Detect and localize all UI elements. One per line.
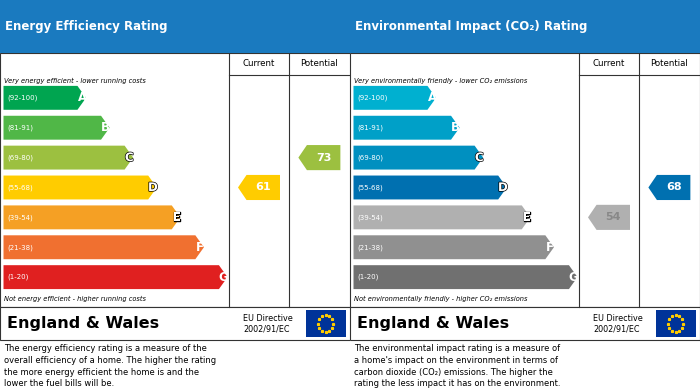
Text: (69-80): (69-80) (358, 154, 384, 161)
Text: (55-68): (55-68) (358, 184, 384, 191)
Bar (0, 53, 350, 307)
Text: Current: Current (593, 59, 625, 68)
Text: Environmental Impact (CO₂) Rating: Environmental Impact (CO₂) Rating (355, 20, 587, 33)
Text: Energy Efficiency Rating: Energy Efficiency Rating (6, 20, 168, 33)
Text: (81-91): (81-91) (358, 124, 384, 131)
Text: Potential: Potential (300, 59, 338, 68)
Text: E: E (522, 211, 531, 224)
Polygon shape (4, 176, 157, 199)
Polygon shape (298, 145, 340, 170)
Text: (92-100): (92-100) (8, 95, 38, 101)
Text: The energy efficiency rating is a measure of the
overall efficiency of a home. T: The energy efficiency rating is a measur… (4, 344, 216, 389)
Polygon shape (588, 205, 630, 230)
Polygon shape (4, 205, 181, 229)
Polygon shape (238, 175, 280, 200)
Polygon shape (354, 86, 436, 110)
Text: E: E (172, 211, 181, 224)
Text: D: D (498, 181, 508, 194)
Text: (69-80): (69-80) (8, 154, 34, 161)
Text: EU Directive
2002/91/EC: EU Directive 2002/91/EC (244, 314, 293, 333)
Text: Very energy efficient - lower running costs: Very energy efficient - lower running co… (4, 78, 146, 84)
Text: 73: 73 (316, 152, 331, 163)
Text: B: B (102, 121, 111, 134)
Bar (0, 307, 350, 340)
Text: A: A (428, 91, 437, 104)
Text: (21-38): (21-38) (358, 244, 384, 251)
Polygon shape (354, 235, 554, 259)
Polygon shape (354, 265, 578, 289)
Text: F: F (196, 241, 204, 254)
Text: Current: Current (243, 59, 275, 68)
Bar (305, 310, 346, 337)
Text: The environmental impact rating is a measure of
a home's impact on the environme: The environmental impact rating is a mea… (354, 344, 561, 389)
Text: England & Wales: England & Wales (357, 316, 509, 331)
Text: Very environmentally friendly - lower CO₂ emissions: Very environmentally friendly - lower CO… (354, 78, 528, 84)
Text: (81-91): (81-91) (8, 124, 34, 131)
Bar (0, 0, 350, 53)
Bar (350, 53, 700, 307)
Bar (350, 0, 700, 53)
Bar (655, 310, 696, 337)
Text: A: A (78, 91, 87, 104)
Text: B: B (452, 121, 461, 134)
Polygon shape (354, 176, 507, 199)
Text: (55-68): (55-68) (8, 184, 34, 191)
Text: Not energy efficient - higher running costs: Not energy efficient - higher running co… (4, 296, 146, 302)
Polygon shape (354, 116, 460, 140)
Text: Potential: Potential (650, 59, 688, 68)
Text: (39-54): (39-54) (358, 214, 384, 221)
Polygon shape (648, 175, 690, 200)
Text: 61: 61 (256, 183, 271, 192)
Polygon shape (4, 86, 86, 110)
Polygon shape (4, 265, 228, 289)
Polygon shape (4, 116, 110, 140)
Text: 68: 68 (666, 183, 682, 192)
Polygon shape (354, 145, 483, 170)
Text: G: G (569, 271, 578, 283)
Bar (350, 307, 700, 340)
Text: Not environmentally friendly - higher CO₂ emissions: Not environmentally friendly - higher CO… (354, 296, 528, 302)
Polygon shape (4, 145, 133, 170)
Text: (1-20): (1-20) (358, 274, 379, 280)
Text: England & Wales: England & Wales (7, 316, 159, 331)
Text: F: F (546, 241, 554, 254)
Text: C: C (475, 151, 484, 164)
Text: (1-20): (1-20) (8, 274, 29, 280)
Polygon shape (4, 235, 204, 259)
Text: C: C (125, 151, 134, 164)
Text: G: G (219, 271, 228, 283)
Text: (39-54): (39-54) (8, 214, 34, 221)
Text: (21-38): (21-38) (8, 244, 34, 251)
Polygon shape (354, 205, 531, 229)
Text: (92-100): (92-100) (358, 95, 388, 101)
Text: 54: 54 (606, 212, 621, 222)
Text: EU Directive
2002/91/EC: EU Directive 2002/91/EC (594, 314, 643, 333)
Text: D: D (148, 181, 158, 194)
